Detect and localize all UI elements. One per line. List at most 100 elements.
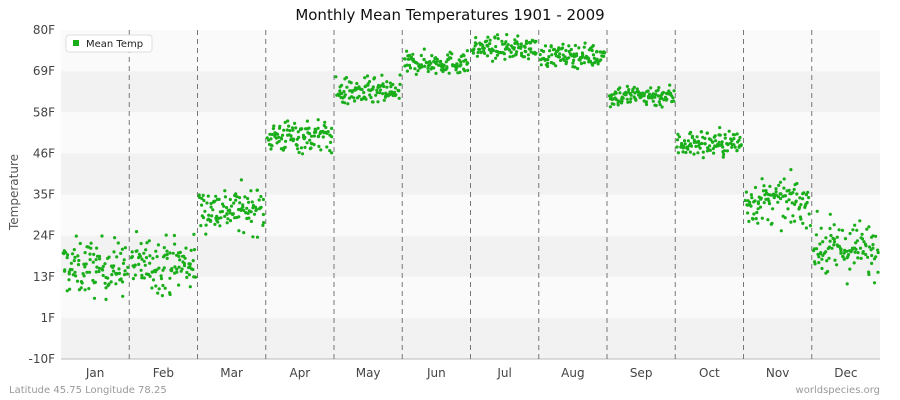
data-point bbox=[416, 69, 420, 73]
data-point bbox=[711, 147, 715, 151]
data-point bbox=[829, 233, 833, 238]
data-point bbox=[832, 223, 836, 227]
data-point bbox=[164, 233, 168, 237]
data-point bbox=[462, 54, 466, 58]
data-point bbox=[111, 269, 116, 273]
data-point bbox=[279, 136, 283, 140]
data-point bbox=[83, 288, 87, 292]
data-point bbox=[362, 90, 366, 95]
data-point bbox=[807, 212, 811, 216]
data-point bbox=[808, 224, 813, 228]
data-point bbox=[677, 135, 682, 139]
y-tick-label: 80F bbox=[33, 23, 55, 37]
data-point bbox=[846, 253, 851, 257]
data-point bbox=[500, 39, 504, 43]
data-point bbox=[865, 227, 869, 231]
data-point bbox=[192, 232, 196, 236]
data-point bbox=[367, 80, 372, 84]
data-point bbox=[821, 240, 825, 244]
data-point bbox=[546, 58, 550, 62]
data-point bbox=[70, 252, 75, 256]
data-point bbox=[299, 146, 303, 150]
data-point bbox=[524, 39, 529, 43]
data-point bbox=[122, 273, 127, 277]
data-point bbox=[455, 62, 459, 66]
data-point bbox=[538, 53, 542, 57]
data-point bbox=[493, 35, 497, 39]
data-point bbox=[397, 89, 401, 93]
data-point bbox=[629, 97, 633, 101]
data-point bbox=[644, 102, 649, 107]
data-point bbox=[640, 94, 644, 98]
data-point bbox=[297, 150, 301, 155]
data-point bbox=[529, 41, 533, 45]
data-point bbox=[820, 257, 824, 261]
data-point bbox=[509, 50, 513, 55]
data-point bbox=[189, 248, 193, 252]
data-point bbox=[147, 239, 151, 243]
data-point bbox=[259, 194, 263, 199]
data-point bbox=[815, 209, 819, 213]
data-point bbox=[835, 235, 839, 239]
data-point bbox=[415, 61, 419, 65]
data-point bbox=[720, 140, 724, 144]
data-point bbox=[157, 266, 161, 270]
data-point bbox=[223, 195, 227, 199]
data-point bbox=[447, 71, 451, 75]
data-point bbox=[783, 194, 788, 198]
data-point bbox=[717, 140, 721, 144]
data-point bbox=[790, 201, 794, 205]
data-point bbox=[402, 57, 407, 61]
data-point bbox=[394, 93, 398, 97]
data-point bbox=[752, 212, 756, 216]
data-point bbox=[432, 66, 436, 70]
data-point bbox=[235, 195, 239, 199]
data-point bbox=[776, 195, 781, 199]
x-tick-label: Dec bbox=[834, 366, 857, 380]
data-point bbox=[676, 132, 680, 136]
data-point bbox=[281, 133, 285, 137]
data-point bbox=[413, 67, 417, 71]
data-point bbox=[104, 297, 108, 301]
data-point bbox=[407, 63, 412, 67]
data-point bbox=[496, 37, 500, 41]
data-point bbox=[204, 223, 208, 227]
data-point bbox=[85, 270, 89, 274]
data-point bbox=[140, 257, 144, 261]
data-point bbox=[749, 193, 754, 197]
data-point bbox=[816, 252, 820, 256]
data-point bbox=[268, 132, 272, 136]
data-point bbox=[876, 251, 880, 255]
data-point bbox=[465, 49, 469, 53]
data-point bbox=[651, 99, 655, 103]
data-point bbox=[732, 137, 736, 141]
data-point bbox=[216, 220, 220, 224]
data-point bbox=[76, 254, 80, 258]
data-point bbox=[657, 86, 661, 90]
data-point bbox=[225, 212, 229, 216]
data-point bbox=[601, 54, 605, 58]
data-point bbox=[791, 214, 795, 218]
data-point bbox=[618, 91, 622, 95]
data-point bbox=[855, 228, 859, 232]
data-point bbox=[871, 246, 875, 250]
data-point bbox=[65, 256, 69, 260]
x-tick-label: Jun bbox=[426, 366, 446, 380]
y-tick-label: 46F bbox=[33, 146, 55, 160]
data-point bbox=[202, 198, 206, 203]
data-point bbox=[804, 226, 809, 230]
data-point bbox=[625, 97, 629, 101]
data-point bbox=[701, 150, 705, 154]
data-point bbox=[867, 225, 871, 229]
legend-box bbox=[65, 34, 153, 53]
data-point bbox=[828, 239, 832, 243]
data-point bbox=[442, 63, 446, 67]
data-point bbox=[474, 36, 478, 40]
data-point bbox=[151, 278, 156, 282]
x-tick-label: Nov bbox=[766, 366, 789, 380]
data-point bbox=[445, 65, 449, 69]
data-point bbox=[210, 214, 214, 218]
data-point bbox=[117, 267, 121, 271]
data-point bbox=[228, 211, 232, 215]
data-point bbox=[425, 61, 429, 65]
